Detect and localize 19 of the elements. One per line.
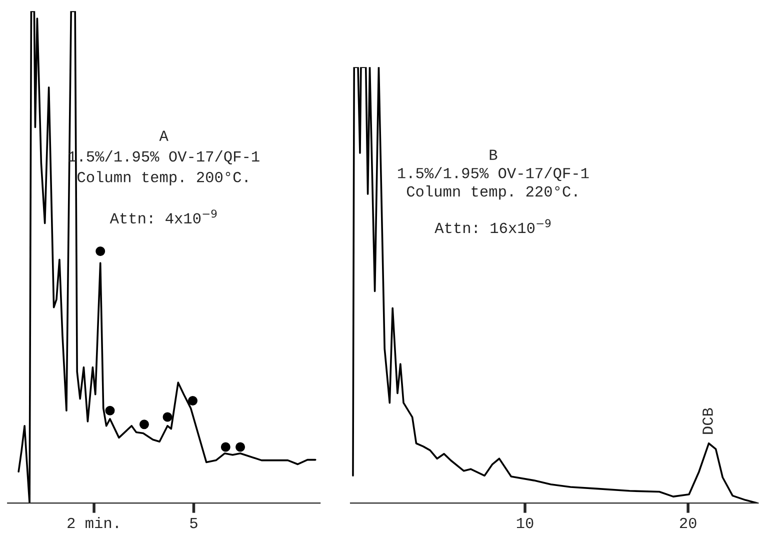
x-tick-label: 20 (680, 518, 696, 528)
annotation: 1.5%/1.95% OV-17/QF-1 (398, 167, 589, 182)
annotation: Attn: 16x10$^{−9}$ (434, 219, 551, 234)
point (188, 396, 198, 406)
x-tick-label: 2 min. (68, 516, 118, 528)
point (236, 442, 246, 452)
point (139, 420, 149, 430)
annotation: Column temp. 220°C. (406, 185, 577, 200)
point (105, 406, 115, 416)
x-tick-label: 5 (190, 518, 198, 528)
x-tick-label: 10 (516, 518, 534, 528)
point (220, 442, 230, 452)
annotation: DCB (702, 408, 713, 434)
text: B (490, 150, 498, 160)
annotation: Attn: 4x10$^{−9}$ (110, 210, 217, 224)
point (96, 246, 106, 256)
point (162, 412, 172, 422)
text: A (159, 130, 168, 141)
annotation: Column temp. 200°C. (78, 171, 248, 186)
